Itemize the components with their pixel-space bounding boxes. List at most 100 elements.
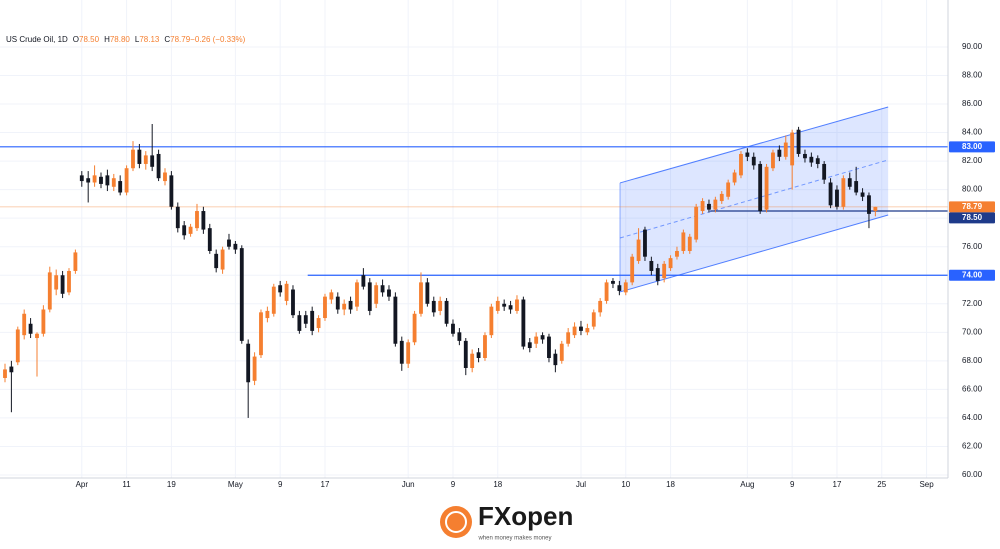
candle-body bbox=[297, 315, 302, 331]
price-tag-label: 74.00 bbox=[962, 270, 983, 279]
channel-lower bbox=[619, 214, 889, 293]
candle-body bbox=[675, 250, 679, 257]
candle-body bbox=[809, 156, 814, 163]
candle-body bbox=[399, 340, 404, 364]
candle-body bbox=[239, 248, 244, 341]
x-tick-label: Jul bbox=[576, 480, 586, 489]
x-tick-label: 19 bbox=[167, 480, 176, 489]
candle-body bbox=[860, 192, 865, 197]
candle-body bbox=[335, 296, 340, 310]
candle-body bbox=[732, 172, 737, 183]
candle-body bbox=[406, 342, 411, 364]
candle-body bbox=[310, 310, 315, 331]
candle-body bbox=[700, 201, 705, 212]
candle-body bbox=[444, 300, 449, 324]
price-tag bbox=[949, 212, 995, 224]
x-tick-label: 17 bbox=[321, 480, 330, 489]
candle-body bbox=[246, 343, 251, 383]
candle-body bbox=[559, 343, 564, 361]
price-tag bbox=[949, 201, 995, 213]
candle-body bbox=[771, 152, 775, 169]
header-item: US Crude Oil, 1D bbox=[6, 35, 68, 44]
x-tick-label: 9 bbox=[278, 480, 283, 489]
candle-body bbox=[137, 149, 142, 164]
candle-body bbox=[553, 353, 558, 366]
candle-body bbox=[111, 178, 116, 187]
channel-middle bbox=[619, 159, 889, 239]
candle-body bbox=[745, 152, 750, 157]
candle-body bbox=[803, 153, 807, 159]
candle-body bbox=[649, 260, 654, 271]
x-tick-label: Aug bbox=[740, 480, 754, 489]
candle-body bbox=[694, 206, 699, 240]
candle-body bbox=[611, 280, 615, 284]
candle-body bbox=[713, 199, 718, 210]
candle-body bbox=[35, 333, 39, 339]
candle-body bbox=[783, 142, 788, 157]
logo-brand: FXopen bbox=[478, 501, 573, 531]
candle-body bbox=[598, 300, 603, 313]
candle-body bbox=[342, 303, 347, 310]
x-tick-label: 17 bbox=[833, 480, 842, 489]
candle-body bbox=[630, 256, 635, 283]
price-tag-label: 83.00 bbox=[962, 142, 983, 151]
candle-body bbox=[719, 193, 724, 202]
candle-body bbox=[367, 282, 372, 311]
x-tick-label: 18 bbox=[493, 480, 502, 489]
candle-body bbox=[150, 155, 155, 167]
candle-body bbox=[105, 175, 110, 186]
candle-body bbox=[278, 285, 283, 293]
candle-body bbox=[361, 275, 366, 287]
logo: FXopen when money makes money bbox=[440, 501, 573, 542]
candle-body bbox=[47, 272, 52, 310]
candle-body bbox=[751, 156, 756, 166]
candle-body bbox=[854, 181, 859, 193]
candle-body bbox=[758, 163, 763, 212]
candle-body bbox=[726, 182, 731, 197]
candle-body bbox=[790, 132, 795, 166]
candle-body bbox=[291, 289, 295, 316]
candle-body bbox=[380, 285, 385, 293]
candle-body bbox=[764, 166, 769, 210]
candle-body bbox=[201, 211, 206, 230]
candle-body bbox=[271, 286, 276, 314]
candle-body bbox=[655, 268, 660, 281]
y-tick-label: 70.00 bbox=[962, 327, 983, 336]
candle-body bbox=[438, 300, 443, 311]
header-item: 78.13 bbox=[139, 35, 160, 44]
header-item: H bbox=[104, 35, 110, 44]
candle-body bbox=[796, 129, 801, 154]
y-tick-label: 60.00 bbox=[962, 470, 983, 479]
candle-body bbox=[207, 228, 212, 251]
candle-body bbox=[495, 300, 500, 311]
candle-body bbox=[604, 282, 609, 301]
x-tick-label: 9 bbox=[790, 480, 795, 489]
candle-body bbox=[579, 326, 583, 331]
y-tick-label: 90.00 bbox=[962, 42, 983, 51]
logo-brand-a: FX bbox=[478, 501, 512, 531]
candle-body bbox=[707, 203, 711, 210]
y-tick-label: 76.00 bbox=[962, 242, 983, 251]
x-tick-label: 11 bbox=[122, 480, 131, 489]
x-tick-label: 25 bbox=[877, 480, 886, 489]
candle-body bbox=[252, 356, 257, 381]
y-tick-label: 86.00 bbox=[962, 99, 983, 108]
channel-upper bbox=[619, 106, 889, 184]
candle-body bbox=[227, 239, 231, 247]
candle-body bbox=[182, 225, 187, 236]
candle-body bbox=[188, 226, 193, 234]
candle-body bbox=[9, 366, 14, 373]
candle-body bbox=[233, 243, 238, 250]
candle-body bbox=[534, 336, 539, 344]
header-item: 78.80 bbox=[110, 35, 131, 44]
candle-body bbox=[867, 195, 871, 214]
header-item: 78.50 bbox=[79, 35, 100, 44]
y-tick-label: 66.00 bbox=[962, 385, 983, 394]
candle-body bbox=[175, 206, 180, 229]
candle-body bbox=[73, 252, 78, 271]
candle-body bbox=[521, 299, 526, 347]
header-item: 78.79 bbox=[170, 35, 191, 44]
candle-body bbox=[527, 342, 532, 349]
